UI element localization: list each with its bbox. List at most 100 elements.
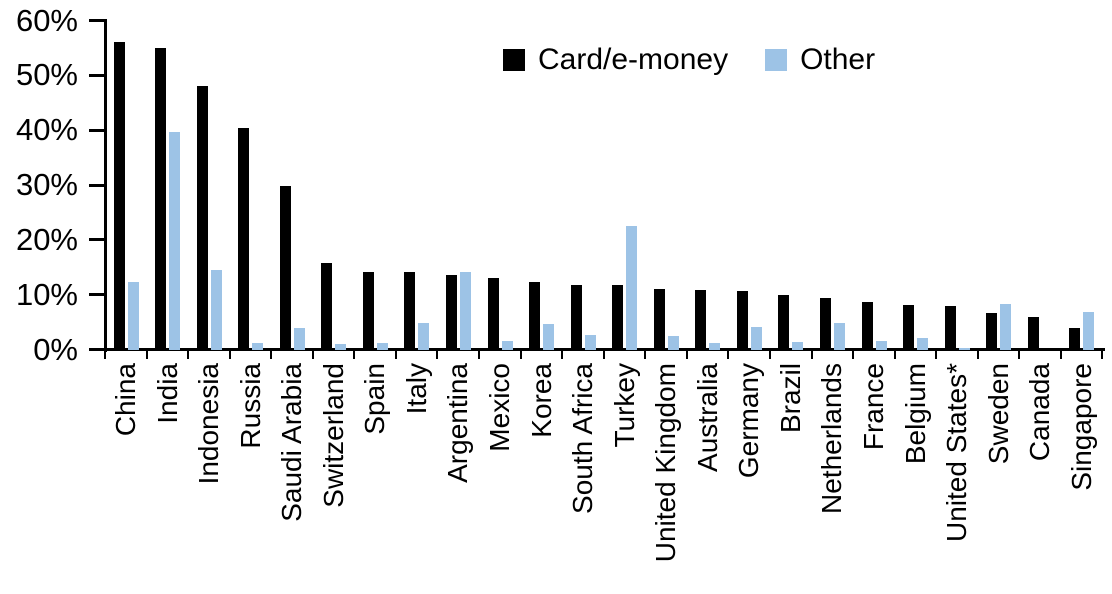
x-axis-tick: [935, 351, 938, 359]
x-axis-label-india: India: [147, 363, 189, 594]
bar-card-e-money-china: [113, 41, 125, 350]
x-axis-label-russia: Russia: [230, 363, 272, 594]
bar-card-e-money-canada: [1027, 316, 1039, 350]
x-axis-label-brazil: Brazil: [770, 363, 812, 594]
x-axis-label-text: Canada: [1024, 363, 1056, 462]
y-axis-tick: [89, 19, 105, 22]
bar-other-argentina: [459, 272, 471, 350]
bar-card-e-money-singapore: [1069, 327, 1081, 350]
y-axis-tick: [89, 348, 105, 351]
x-axis-label-text: Korea: [525, 363, 557, 438]
y-axis-tick-label-50: 50%: [15, 57, 78, 93]
x-axis-label-text: France: [858, 363, 890, 451]
y-axis-tick: [89, 183, 105, 187]
y-axis-tick-label-0: 0%: [33, 331, 78, 367]
bar-card-e-money-south-africa: [570, 284, 582, 350]
bar-other-india: [169, 131, 181, 350]
y-axis-tick: [89, 293, 105, 297]
bar-card-e-money-saudi-arabia: [279, 186, 291, 350]
x-axis-tick: [893, 351, 896, 359]
chart-legend: Card/e-money Other: [503, 45, 875, 75]
x-axis-label-text: Switzerland: [317, 363, 349, 508]
bar-other-indonesia: [210, 270, 222, 350]
x-axis-label-indonesia: Indonesia: [188, 363, 230, 594]
x-axis-label-netherlands: Netherlands: [812, 363, 854, 594]
y-axis-tick: [89, 73, 105, 77]
x-axis-tick: [478, 351, 481, 359]
x-axis-tick: [1059, 351, 1062, 359]
x-axis-tick: [519, 351, 522, 359]
bar-card-e-money-united-kingdom: [653, 288, 665, 350]
x-axis-label-text: Italy: [400, 363, 432, 415]
x-axis-label-china: China: [105, 363, 147, 594]
x-axis-tick: [394, 351, 397, 359]
x-axis-label-text: South Africa: [567, 363, 599, 514]
x-axis-label-turkey: Turkey: [604, 363, 646, 594]
x-axis-label-text: Indonesia: [193, 363, 225, 485]
bar-other-brazil: [792, 342, 804, 350]
x-axis-tick: [353, 351, 356, 359]
bar-card-e-money-mexico: [487, 278, 499, 350]
legend-swatch-other: [765, 49, 788, 71]
x-axis-label-mexico: Mexico: [479, 363, 521, 594]
bar-other-korea: [543, 323, 555, 350]
x-axis-label-text: Brazil: [774, 363, 806, 434]
x-axis-label-sweden: Sweden: [978, 363, 1020, 594]
y-axis-tick-label-40: 40%: [15, 112, 78, 148]
x-axis-label-text: Netherlands: [816, 363, 848, 514]
x-axis-label-france: France: [853, 363, 895, 594]
x-axis-label-text: United Kingdom: [650, 363, 682, 563]
bar-card-e-money-belgium: [903, 305, 915, 350]
x-axis-tick: [768, 351, 771, 359]
bar-other-netherlands: [834, 322, 846, 350]
bar-card-e-money-spain: [362, 271, 374, 350]
bar-other-russia: [252, 343, 264, 350]
bar-card-e-money-switzerland: [321, 263, 333, 350]
legend-item-other: Other: [765, 45, 875, 75]
y-axis-tick-label-20: 20%: [15, 221, 78, 257]
bar-card-e-money-brazil: [778, 295, 790, 350]
bar-other-mexico: [501, 341, 513, 350]
bar-other-south-africa: [584, 335, 596, 350]
bar-other-australia: [709, 342, 721, 350]
bar-card-e-money-italy: [404, 272, 416, 350]
bar-other-saudi-arabia: [293, 328, 305, 350]
x-axis-label-korea: Korea: [521, 363, 563, 594]
x-axis-tick: [270, 351, 273, 359]
x-axis-tick: [104, 351, 106, 359]
x-axis-label-text: Saudi Arabia: [276, 363, 308, 522]
x-axis-tick: [685, 351, 688, 359]
x-axis-tick: [1101, 351, 1104, 359]
x-axis-label-text: Belgium: [899, 363, 931, 465]
bar-other-china: [127, 282, 139, 350]
bar-other-turkey: [626, 225, 638, 350]
x-axis-label-argentina: Argentina: [437, 363, 479, 594]
x-axis-tick: [602, 351, 605, 359]
x-axis-tick: [228, 351, 231, 359]
bar-card-e-money-france: [861, 302, 873, 350]
bar-other-france: [875, 340, 887, 350]
y-axis-tick-label-30: 30%: [15, 167, 78, 202]
x-axis-label-text: Russia: [234, 363, 266, 449]
bar-other-singapore: [1083, 312, 1095, 350]
x-axis-tick: [1018, 351, 1021, 359]
x-axis-label-australia: Australia: [687, 363, 729, 594]
x-axis-label-text: Argentina: [442, 363, 474, 483]
x-axis-tick: [145, 351, 148, 359]
bar-other-united-kingdom: [667, 335, 679, 350]
x-axis-label-text: Sweden: [982, 363, 1014, 465]
x-axis-line: [89, 348, 1105, 351]
bar-card-e-money-netherlands: [820, 298, 832, 350]
x-axis-label-saudi-arabia: Saudi Arabia: [271, 363, 313, 594]
x-axis-label-text: China: [109, 363, 141, 437]
bar-other-germany: [750, 326, 762, 350]
x-axis-label-south-africa: South Africa: [562, 363, 604, 594]
legend-item-card-e-money: Card/e-money: [503, 45, 728, 75]
x-axis-tick: [810, 351, 813, 359]
bar-card-e-money-australia: [695, 289, 707, 350]
bar-other-italy: [418, 323, 430, 350]
bar-card-e-money-india: [155, 48, 167, 350]
y-axis-tick: [89, 128, 105, 132]
x-axis-tick: [976, 351, 979, 359]
x-axis-label-switzerland: Switzerland: [313, 363, 355, 594]
